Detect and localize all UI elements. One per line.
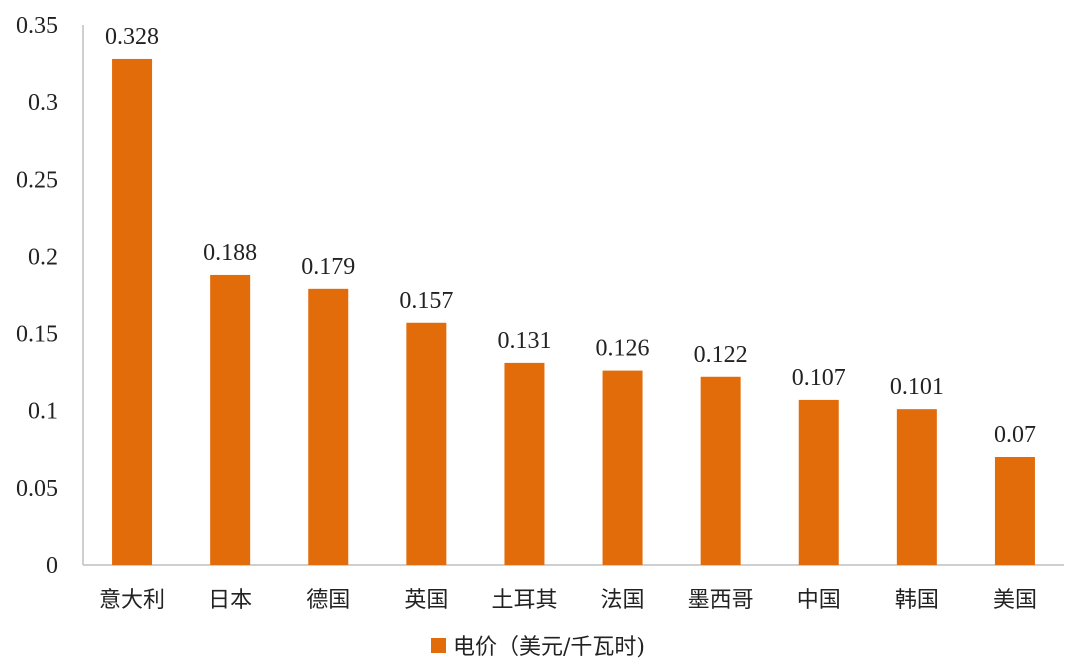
value-label: 0.122 <box>694 342 748 368</box>
legend-swatch <box>431 638 446 653</box>
y-tick-label: 0.3 <box>28 90 58 116</box>
bar <box>700 376 741 565</box>
legend: 电价（美元/千瓦时) <box>431 635 645 660</box>
value-label: 0.107 <box>792 365 846 391</box>
value-label: 0.179 <box>301 254 355 280</box>
y-tick-label: 0 <box>46 553 58 579</box>
legend-label: 电价（美元/千瓦时) <box>453 635 645 660</box>
bar <box>112 58 153 565</box>
value-label: 0.328 <box>105 24 159 50</box>
bar <box>896 409 937 565</box>
y-tick-label: 0.35 <box>16 13 58 39</box>
value-label: 0.07 <box>994 422 1036 448</box>
bar <box>504 362 545 565</box>
category-label: 日本 <box>208 588 252 613</box>
category-label: 英国 <box>404 588 448 613</box>
bar <box>602 370 643 565</box>
y-tick-labels: 0 0.05 0.1 0.15 0.2 0.25 0.3 0.35 <box>16 13 58 579</box>
bar <box>210 274 251 565</box>
value-label: 0.131 <box>497 328 551 354</box>
category-label: 土耳其 <box>491 588 557 613</box>
y-tick-label: 0.2 <box>28 244 58 270</box>
category-label: 韩国 <box>895 588 939 613</box>
bar <box>308 288 349 565</box>
category-labels: 意大利 日本 德国 英国 土耳其 法国 墨西哥 中国 韩国 美国 <box>99 588 1037 613</box>
category-label: 墨西哥 <box>688 588 754 613</box>
y-tick-label: 0.25 <box>16 167 58 193</box>
bar <box>798 399 839 565</box>
value-labels: 0.328 0.188 0.179 0.157 0.131 0.126 0.122 0.107… <box>105 24 1036 448</box>
bar <box>994 457 1035 565</box>
category-label: 法国 <box>601 588 645 613</box>
y-tick-label: 0.15 <box>16 322 58 348</box>
category-label: 意大利 <box>99 588 165 613</box>
value-label: 0.157 <box>399 288 453 314</box>
category-label: 中国 <box>797 588 841 613</box>
bars <box>112 58 1035 565</box>
value-label: 0.188 <box>203 240 257 266</box>
value-label: 0.126 <box>596 336 650 362</box>
y-tick-label: 0.05 <box>16 476 58 502</box>
category-label: 德国 <box>306 588 350 613</box>
bar <box>406 322 447 565</box>
value-label: 0.101 <box>890 374 944 400</box>
category-label: 美国 <box>993 588 1037 613</box>
y-tick-label: 0.1 <box>28 399 58 425</box>
